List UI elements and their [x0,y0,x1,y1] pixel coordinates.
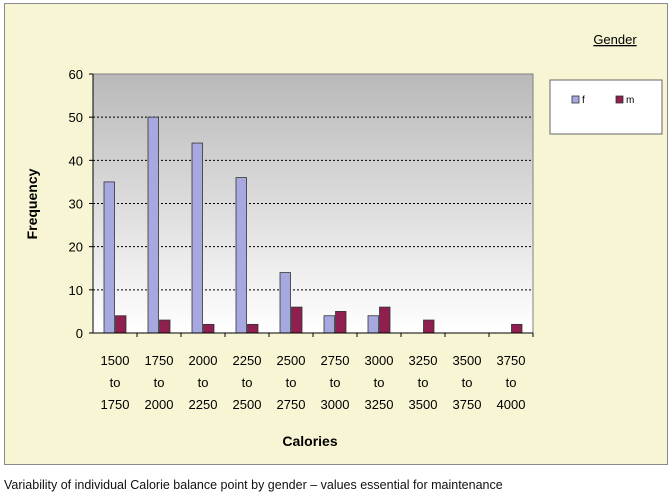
x-tick-label: 3000 [365,353,394,368]
x-tick-label: to [286,375,297,390]
y-axis-ticks: 0 10 20 30 40 50 60 [69,67,93,341]
bar-m-7 [423,319,435,334]
x-tick-label: to [418,375,429,390]
x-tick-label: 3000 [321,397,350,412]
bar-f-6 [367,315,379,334]
legend-label-f: f [582,95,585,106]
legend-title: Gender [593,32,637,47]
y-tick-label: 40 [69,153,83,168]
bar-f-3 [235,177,247,334]
bar-m-1 [159,319,171,334]
x-tick-label: 3750 [497,353,526,368]
legend-label-m: m [626,95,634,106]
bar-m-3 [247,323,259,334]
x-tick-label: 1750 [145,353,174,368]
x-tick-label: 2750 [321,353,350,368]
x-tick-label: 2500 [233,397,262,412]
x-tick-label: 2000 [189,353,218,368]
y-tick-label: 0 [76,326,83,341]
figure-caption: Variability of individual Calorie balanc… [4,478,503,492]
bar-m-9 [511,323,523,334]
x-tick-label: to [154,375,165,390]
bar-m-4 [291,306,303,334]
bar-m-5 [335,311,347,334]
bar-m-6 [379,306,391,334]
x-tick-label: 2500 [277,353,306,368]
bar-m-2 [203,323,215,334]
x-tick-label: 3750 [453,397,482,412]
grid-lines [93,116,533,291]
y-tick-label: 10 [69,283,83,298]
x-tick-label: 2000 [145,397,174,412]
bar-m-0 [115,315,127,334]
x-tick-label: to [198,375,209,390]
legend: f m [549,79,663,135]
x-tick-label: 1500 [101,353,130,368]
chart: 0 10 20 30 40 50 60 1500 to 1750 1750 to 2000 2000 to… [24,32,663,449]
x-axis-ticks: 1500 to 1750 1750 to 2000 2000 to 2250 2250 to 2500… [101,333,534,412]
x-tick-label: 2250 [189,397,218,412]
legend-swatch-f [571,95,580,104]
x-tick-label: 3500 [453,353,482,368]
bar-f-1 [147,116,159,334]
x-tick-label: 1750 [101,397,130,412]
y-tick-label: 60 [69,67,83,82]
x-tick-label: 3250 [365,397,394,412]
bar-f-0 [103,181,115,334]
x-axis-label: Calories [282,433,337,449]
y-tick-label: 20 [69,240,83,255]
x-tick-label: to [374,375,385,390]
legend-swatch-m [615,95,624,104]
x-tick-label: 3250 [409,353,438,368]
chart-frame: 0 10 20 30 40 50 60 1500 to 1750 1750 to 2000 2000 to… [4,3,668,465]
bar-f-5 [323,315,335,334]
bar-f-4 [279,272,291,334]
x-tick-label: 3500 [409,397,438,412]
x-tick-label: 4000 [497,397,526,412]
x-tick-label: to [506,375,517,390]
x-tick-label: 2250 [233,353,262,368]
bar-f-2 [191,142,203,334]
x-tick-label: to [242,375,253,390]
y-tick-label: 50 [69,110,83,125]
x-tick-label: to [110,375,121,390]
y-tick-label: 30 [69,197,83,212]
y-axis-label: Frequency [24,168,40,239]
x-tick-label: to [462,375,473,390]
x-tick-label: to [330,375,341,390]
x-tick-label: 2750 [277,397,306,412]
